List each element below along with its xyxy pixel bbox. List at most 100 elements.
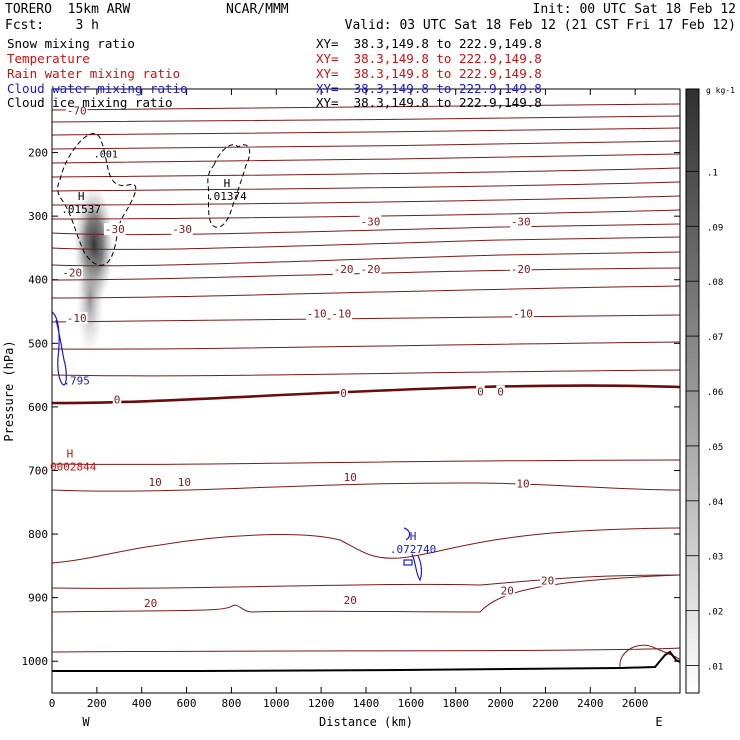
field-name-temperature: Temperature <box>7 51 90 66</box>
y-tick-label: 900 <box>28 592 48 605</box>
extremum-value: .01374 <box>207 190 247 203</box>
field-name-cloud-ice: Cloud ice mixing ratio <box>7 95 173 110</box>
temperature-label: -70 <box>67 104 87 117</box>
x-axis-east-label: E <box>655 715 662 729</box>
temperature-label-bg <box>171 223 193 236</box>
colorbar-tick-label: .04 <box>707 498 723 508</box>
y-tick-label: 400 <box>28 274 48 287</box>
temperature-label-bg <box>359 215 382 228</box>
center-label: NCAR/MMM <box>226 2 289 17</box>
temperature-label: -10 <box>513 308 533 321</box>
temperature-label-bg <box>143 596 159 609</box>
valid-time: Valid: 03 UTC Sat 18 Feb 12 (21 CST Fri … <box>344 18 736 33</box>
y-tick-label: 600 <box>28 401 48 414</box>
y-axis-label: Pressure (hPa) <box>2 340 16 441</box>
x-tick-label: 2400 <box>577 697 604 710</box>
colorbar-tick-label: .06 <box>707 388 723 398</box>
field-xy-cloud-water: XY= 38.3,149.8 to 222.9,149.8 <box>316 81 542 96</box>
x-tick-label: 800 <box>221 697 241 710</box>
temperature-label: -20 <box>62 266 82 279</box>
temperature-label-bg <box>496 385 505 398</box>
temperature-label: -20 <box>334 263 354 276</box>
temperature-label-bg <box>510 215 532 228</box>
temperature-label-bg <box>510 263 532 276</box>
x-tick-label: 1200 <box>308 697 335 710</box>
cloud-water-contours <box>52 311 423 582</box>
extremum-marker: H <box>67 447 74 460</box>
x-tick-label: 200 <box>87 697 107 710</box>
y-tick-label: 800 <box>28 528 48 541</box>
temperature-label: 0 <box>497 385 504 398</box>
x-tick-label: 1800 <box>442 697 469 710</box>
temperature-label-bg <box>515 477 531 490</box>
temperature-label-bg <box>176 476 192 489</box>
temperature-label: 10 <box>516 477 529 490</box>
colorbar-tick-label: .03 <box>707 553 723 563</box>
y-tick-label: 700 <box>28 464 48 477</box>
field-name-cloud-water: Cloud water mixing ratio <box>7 81 188 96</box>
temperature-label-bg <box>104 223 126 236</box>
colorbar-tick-label: .05 <box>707 443 723 453</box>
temperature-label: -30 <box>105 223 125 236</box>
forecast-hour: Fcst: 3 h <box>5 18 99 33</box>
field-xy-cloud-ice: XY= 38.3,149.8 to 222.9,149.8 <box>316 95 542 110</box>
temperature-label-bg <box>476 385 485 398</box>
temperature-label: 10 <box>344 471 357 484</box>
temperature-label-bg <box>342 593 358 606</box>
x-axis: 0 200 400 600 800 1000 1200 1400 1600 1800 2000 220… <box>49 89 649 710</box>
x-tick-label: 2600 <box>622 697 649 710</box>
temperature-label-bg <box>359 263 382 276</box>
colorbar-ticks: .01 .02 .03 .04 .05 .06 .07 .08 .09 .1 <box>686 168 723 673</box>
extremum-marker: H <box>78 190 85 203</box>
extremum-marker: H <box>224 177 231 190</box>
extremum-marker: H <box>410 530 417 543</box>
temperature-label: -10 <box>331 308 351 321</box>
model-title: TORERO 15km ARW <box>5 2 131 17</box>
temperature-label: 0 <box>477 385 484 398</box>
temperature-label-bg <box>342 471 358 484</box>
temperature-label: -20 <box>361 263 381 276</box>
colorbar-tick-label: .08 <box>707 278 723 288</box>
terrain-line <box>52 650 680 672</box>
extremum-value: .072740 <box>390 543 436 556</box>
colorbar-unit: g kg-1 <box>706 86 735 95</box>
extremum-value: .01537 <box>61 203 101 216</box>
x-tick-label: 600 <box>177 697 197 710</box>
x-tick-label: 400 <box>132 697 152 710</box>
temperature-label-bg <box>65 312 88 325</box>
y-tick-label: 1000 <box>22 655 49 668</box>
colorbar-tick-label: .01 <box>707 663 723 673</box>
colorbar-tick-label: .09 <box>707 223 723 233</box>
y-tick-label: 200 <box>28 147 48 160</box>
contour-labels: .001 <box>94 149 118 160</box>
temperature-label: 0 <box>340 387 347 400</box>
temperature-label-bg <box>330 307 353 320</box>
contour-label: .001 <box>94 149 118 160</box>
x-axis-west-label: W <box>82 715 90 729</box>
field-xy-rain: XY= 38.3,149.8 to 222.9,149.8 <box>316 66 542 81</box>
temperature-labels: -70 -30 -30 -30 -30 -20 -20 -20 -20 -10 -10 -10 -10 0… <box>61 104 556 610</box>
temperature-label: 10 <box>178 476 191 489</box>
temperature-label: 0 <box>114 394 121 407</box>
x-tick-label: 2000 <box>487 697 514 710</box>
x-tick-label: 1000 <box>263 697 290 710</box>
temperature-label-bg <box>65 104 88 117</box>
temperature-label-bg <box>305 307 328 320</box>
colorbar-tick-label: .07 <box>707 333 723 343</box>
temperature-label-bg <box>339 387 348 400</box>
temperature-label: -30 <box>172 223 192 236</box>
temperature-label: -30 <box>361 216 381 229</box>
colorbar-tick-label: .02 <box>707 608 723 618</box>
temperature-label-bg <box>512 307 534 320</box>
temperature-label-bg <box>332 263 355 276</box>
field-name-snow: Snow mixing ratio <box>7 36 135 51</box>
extremum-value: .0002844 <box>43 460 96 473</box>
field-xy-snow: XY= 38.3,149.8 to 222.9,149.8 <box>316 36 542 51</box>
temperature-label: 20 <box>344 594 357 607</box>
temperature-label: 20 <box>501 584 514 597</box>
temperature-label: -10 <box>67 312 87 325</box>
temperature-label: 10 <box>149 476 162 489</box>
